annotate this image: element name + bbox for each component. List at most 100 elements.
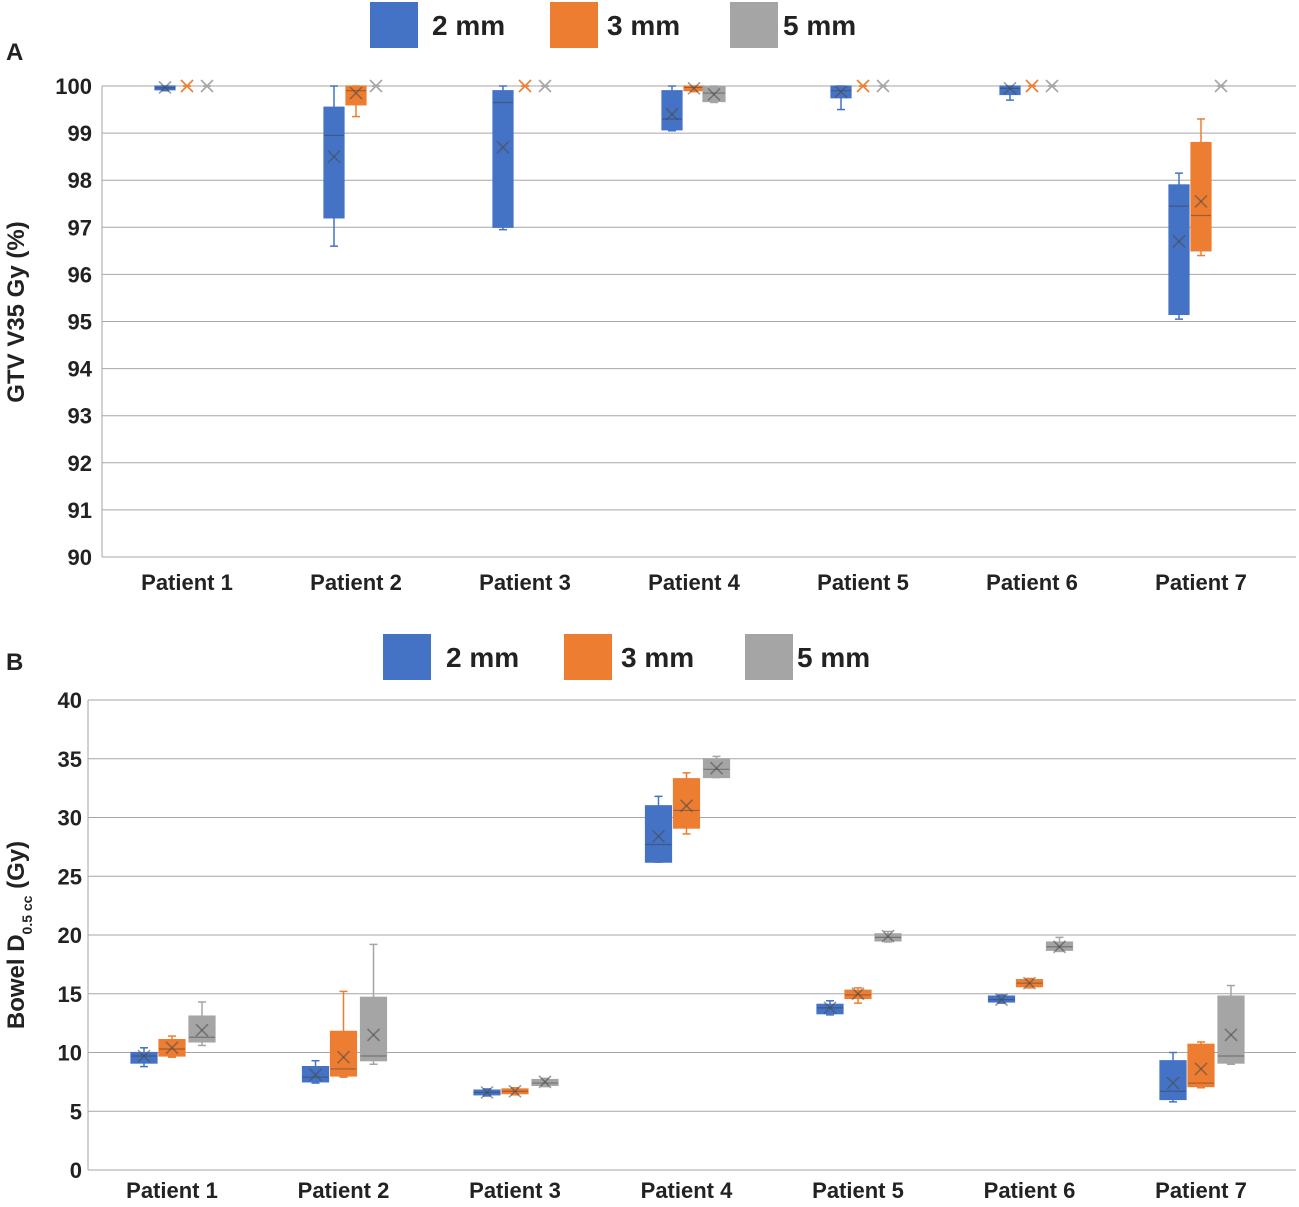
panel-a-chart: 90 91 92 93 94 95 96 97 98 99 100 Patient 1 Patient … — [55, 2, 1296, 595]
panel-a-x-tick-label: Patient 1 — [141, 570, 233, 595]
mean-marker — [876, 79, 890, 93]
panel-b-box-3mm-cat1 — [158, 1035, 186, 1058]
panel-a-y-tick-label: 94 — [68, 357, 93, 382]
mean-marker — [851, 987, 865, 1001]
panel-a-legend-swatch — [550, 2, 598, 48]
mean-marker — [881, 929, 895, 943]
box-iqr — [1217, 995, 1245, 1064]
panel-a-x-tick-label: Patient 3 — [479, 570, 571, 595]
box-iqr — [345, 85, 367, 106]
panel-b-y-axis-title-sub: 0.5 cc — [19, 895, 35, 934]
panel-a-box-3mm-cat2 — [345, 85, 367, 118]
panel-a-box-3mm-cat3 — [518, 79, 532, 93]
panel-a-box-2mm-cat1 — [154, 80, 176, 94]
mean-marker — [336, 1050, 351, 1064]
mean-marker — [366, 1028, 381, 1042]
panel-b-y-tick-label: 5 — [70, 1099, 82, 1124]
mean-marker — [480, 1085, 494, 1100]
mean-marker — [1003, 81, 1017, 95]
panel-a-box-2mm-cat7 — [1168, 172, 1190, 320]
panel-a-legend-swatch — [370, 2, 418, 48]
panel-b-y-tick-label: 35 — [58, 747, 82, 772]
panel-b-box-5mm-cat5 — [874, 929, 902, 943]
panel-b-box-5mm-cat1 — [188, 1001, 216, 1047]
panel-b-box-2mm-cat3 — [473, 1085, 501, 1100]
panel-b-box-3mm-cat4 — [672, 772, 701, 835]
mean-marker — [1194, 194, 1208, 208]
panel-a-box-2mm-cat4 — [661, 85, 683, 132]
panel-a-box-5mm-cat1 — [200, 79, 214, 93]
panel-b-y-tick-label: 25 — [58, 864, 82, 889]
mean-marker — [538, 79, 552, 93]
panel-b-box-2mm-cat1 — [130, 1047, 158, 1068]
panel-b-box-5mm-cat7 — [1217, 984, 1245, 1065]
panel-a-box-2mm-cat5 — [830, 85, 852, 111]
panel-b-y-tick-label: 0 — [70, 1158, 82, 1183]
panel-a-box-5mm-cat6 — [1045, 79, 1059, 93]
box-iqr — [644, 805, 673, 863]
panel-a-box-2mm-cat6 — [999, 81, 1021, 101]
mean-marker — [994, 993, 1009, 1007]
mean-marker — [158, 80, 172, 94]
mean-marker — [308, 1068, 323, 1082]
panel-b-y-tick-label: 20 — [58, 923, 82, 948]
mean-marker — [518, 79, 532, 93]
panel-a-y-tick-label: 97 — [68, 215, 92, 240]
panel-a-y-tick-label: 92 — [68, 451, 92, 476]
panel-a-x-tick-label: Patient 4 — [648, 570, 740, 595]
panel-b-y-axis-title: Bowel D0.5 cc (Gy) — [3, 841, 35, 1029]
box-iqr — [816, 1003, 844, 1015]
panel-b-y-tick-label: 10 — [58, 1041, 82, 1066]
panel-b-x-tick-label: Patient 5 — [812, 1178, 904, 1203]
panel-b-box-2mm-cat7 — [1159, 1051, 1187, 1103]
mean-marker — [1214, 79, 1228, 93]
panel-a-legend-swatch — [730, 2, 778, 48]
panel-a-y-tick-label: 95 — [68, 310, 92, 335]
box-iqr — [1159, 1060, 1187, 1101]
panel-a-x-tick-label: Patient 2 — [310, 570, 402, 595]
box-iqr — [1190, 141, 1212, 252]
panel-b-box-3mm-cat3 — [501, 1084, 529, 1098]
mean-marker — [1025, 79, 1039, 93]
panel-a-y-tick-label: 98 — [68, 168, 92, 193]
panel-a-box-3mm-cat6 — [1025, 79, 1039, 93]
panel-a-x-tick-label: Patient 6 — [986, 570, 1078, 595]
panel-b-legend-swatch — [745, 634, 793, 680]
panel-b-letter: B — [6, 649, 23, 676]
box-iqr — [130, 1051, 158, 1064]
panel-a-box-5mm-cat4 — [702, 85, 726, 104]
panel-a-box-2mm-cat2 — [323, 85, 345, 247]
box-iqr — [874, 933, 902, 942]
panel-a-legend-label: 2 mm — [432, 10, 505, 41]
panel-b-box-2mm-cat5 — [816, 1000, 844, 1016]
panel-b-y-axis-title-main: Bowel D — [3, 934, 30, 1029]
mean-marker — [665, 107, 679, 121]
panel-a-box-5mm-cat3 — [538, 79, 552, 93]
panel-b-box-5mm-cat2 — [359, 943, 388, 1065]
box-iqr — [323, 106, 345, 219]
panel-a-box-3mm-cat4 — [683, 81, 705, 95]
panel-b-x-tick-label: Patient 4 — [641, 1178, 733, 1203]
panel-a-box-3mm-cat7 — [1190, 118, 1212, 257]
mean-marker — [1194, 1062, 1208, 1076]
mean-marker — [180, 79, 194, 93]
mean-marker — [1022, 976, 1037, 990]
panel-b-box-3mm-cat2 — [329, 990, 358, 1078]
panel-b-x-tick-label: Patient 6 — [984, 1178, 1076, 1203]
mean-marker — [195, 1023, 209, 1037]
mean-marker — [1052, 940, 1067, 954]
mean-marker — [823, 1001, 837, 1015]
panel-a-y-tick-label: 93 — [68, 404, 92, 429]
panel-a-box-2mm-cat3 — [492, 85, 514, 231]
panel-b-y-axis-title-unit: (Gy) — [3, 841, 30, 896]
panel-b-legend-label: 2 mm — [446, 642, 519, 673]
mean-marker — [834, 85, 848, 99]
mean-marker — [538, 1075, 552, 1089]
panel-a-x-tick-label: Patient 7 — [1155, 570, 1247, 595]
mean-marker — [349, 86, 363, 100]
box-iqr — [359, 996, 388, 1062]
panel-b-box-3mm-cat7 — [1187, 1041, 1215, 1089]
mean-marker — [1224, 1028, 1238, 1042]
panel-b-chart: 0 5 10 15 20 25 30 35 40 Patient 1 Patient 2 Patien… — [58, 634, 1296, 1203]
